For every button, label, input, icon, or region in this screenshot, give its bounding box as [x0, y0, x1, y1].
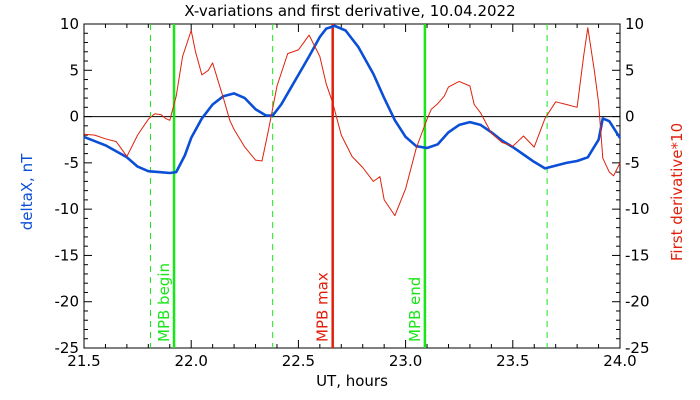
- mpb-marker-label: MPB max: [314, 272, 332, 342]
- x-tick-label: 23.5: [496, 352, 529, 370]
- y-tick-label-left: -25: [55, 339, 80, 357]
- y-tick-label-right: 10: [625, 15, 644, 33]
- x-tick-label: 22.5: [282, 352, 315, 370]
- y-axis-label-left: deltaX, nT: [18, 153, 36, 230]
- y-tick-label-right: -5: [625, 154, 640, 172]
- y-tick-label-right: -10: [625, 200, 650, 218]
- y-tick-label-left: -20: [55, 293, 80, 311]
- plot-area: 21.5 22.0 22.5 23.0 23.5 24.0 10 10 5 5 0 0 -5 -5 -10 -…: [55, 15, 650, 370]
- y-axis-label-right: First derivative*10: [668, 123, 686, 261]
- y-tick-label-left: 0: [69, 108, 79, 126]
- y-tick-label-right: -20: [625, 293, 650, 311]
- y-tick-label-left: 5: [69, 61, 79, 79]
- deltax-series-line: [83, 24, 622, 175]
- x-tick-label: 21.5: [67, 352, 100, 370]
- mpb-marker-label: MPB end: [406, 277, 424, 342]
- x-tick-label: 22.0: [174, 352, 207, 370]
- y-tick-label-right: 5: [625, 61, 635, 79]
- y-tick-label-left: -10: [55, 200, 80, 218]
- y-tick-label-right: -25: [625, 339, 650, 357]
- y-tick-label-left: -5: [64, 154, 79, 172]
- y-tick-label-right: -15: [625, 246, 650, 264]
- x-tick-label: 23.0: [389, 352, 422, 370]
- y-tick-label-left: 10: [60, 15, 79, 33]
- y-tick-label-left: -15: [55, 246, 80, 264]
- mpb-marker-label: MPB begin: [155, 263, 173, 342]
- derivative-series-line: [83, 27, 621, 217]
- y-tick-label-right: 0: [625, 108, 635, 126]
- x-tick-label: 24.0: [603, 352, 636, 370]
- chart-title: X-variations and first derivative, 10.04…: [184, 2, 515, 20]
- plot-frame: [83, 23, 621, 349]
- x-axis-label: UT, hours: [316, 372, 388, 390]
